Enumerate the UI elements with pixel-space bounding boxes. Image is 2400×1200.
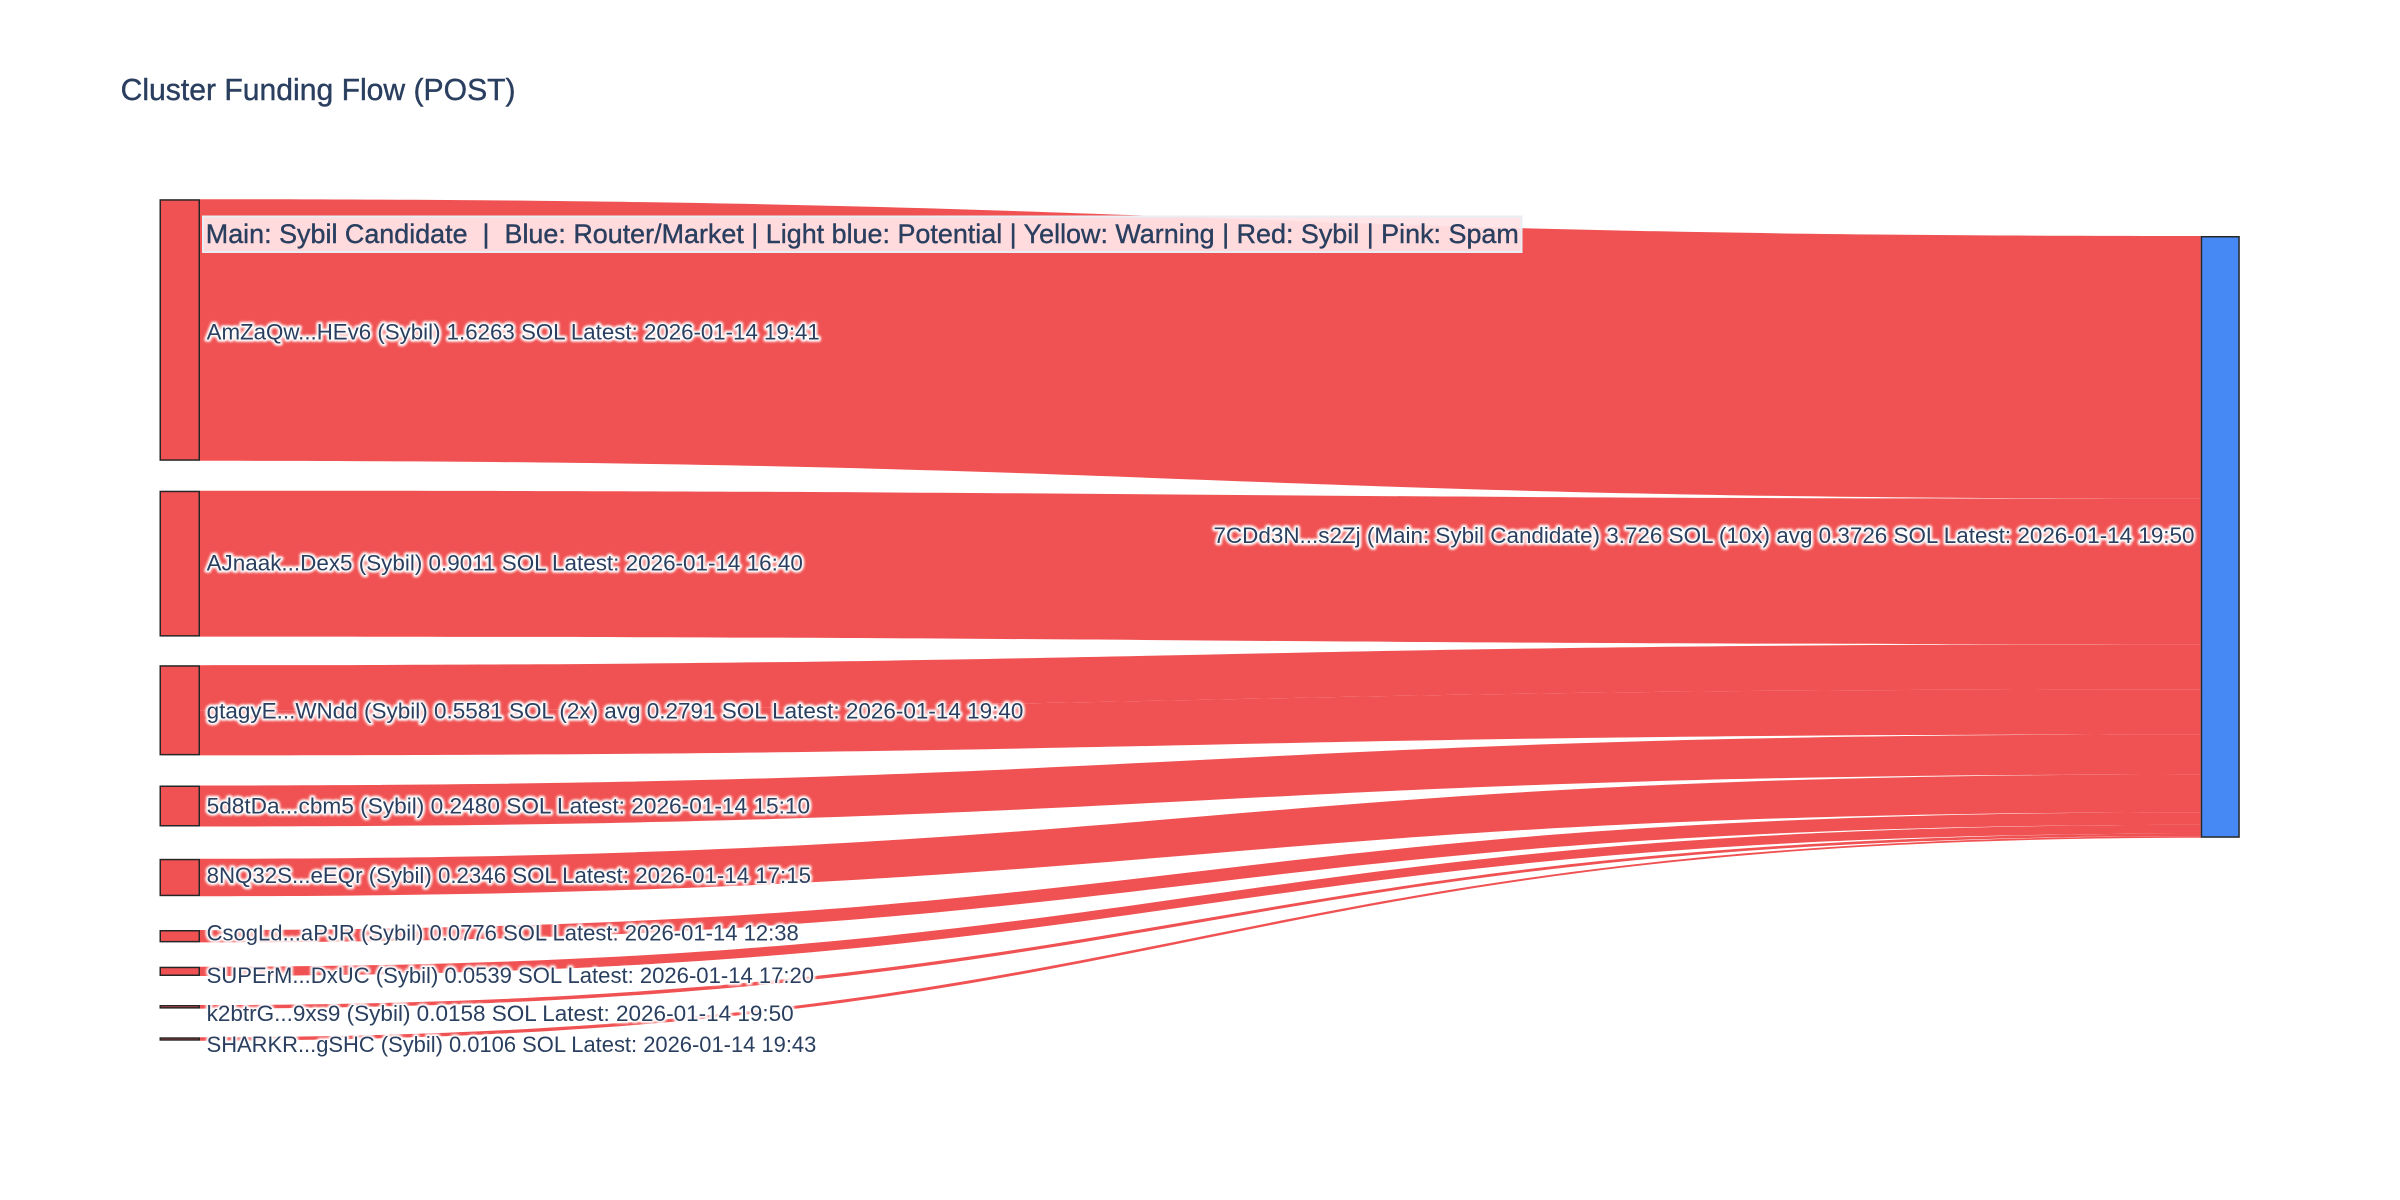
svg-text:k2btrG...9xs9 (Sybil) 0.0158 S: k2btrG...9xs9 (Sybil) 0.0158 SOL Latest:…	[207, 1001, 794, 1026]
svg-text:gtagyE...WNdd (Sybil) 0.5581 S: gtagyE...WNdd (Sybil) 0.5581 SOL (2x) av…	[207, 699, 1024, 724]
svg-text:Main: Sybil Candidate | Blue: Main: Sybil Candidate | Blue: Router/Mar…	[206, 218, 1519, 249]
svg-text:CsogLd...aPJR (Sybil) 0.0776 S: CsogLd...aPJR (Sybil) 0.0776 SOL Latest:…	[207, 921, 799, 946]
svg-text:gtagyE...WNdd (Sybil) 0.5581 S: gtagyE...WNdd (Sybil) 0.5581 SOL (2x) av…	[207, 699, 1024, 724]
svg-text:k2btrG...9xs9 (Sybil) 0.0158 S: k2btrG...9xs9 (Sybil) 0.0158 SOL Latest:…	[207, 1001, 794, 1026]
svg-text:8NQ32S...eEQr (Sybil) 0.2346 S: 8NQ32S...eEQr (Sybil) 0.2346 SOL Latest:…	[207, 863, 811, 888]
svg-text:8NQ32S...eEQr (Sybil) 0.2346 S: 8NQ32S...eEQr (Sybil) 0.2346 SOL Latest:…	[207, 863, 811, 888]
svg-text:5d8tDa...cbm5 (Sybil) 0.2480 S: 5d8tDa...cbm5 (Sybil) 0.2480 SOL Latest:…	[207, 793, 811, 818]
svg-text:AJnaak...Dex5 (Sybil) 0.9011 S: AJnaak...Dex5 (Sybil) 0.9011 SOL Latest:…	[207, 550, 803, 575]
svg-text:SHARKR...gSHC (Sybil) 0.0106 S: SHARKR...gSHC (Sybil) 0.0106 SOL Latest:…	[207, 1032, 817, 1057]
svg-text:AmZaQw...HEv6 (Sybil) 1.6263 S: AmZaQw...HEv6 (Sybil) 1.6263 SOL Latest:…	[207, 320, 820, 345]
svg-text:7CDd3N...s2Zj (Main: Sybil Can: 7CDd3N...s2Zj (Main: Sybil Candidate) 3.…	[1214, 523, 2195, 548]
svg-text:Cluster Funding Flow (POST): Cluster Funding Flow (POST)	[121, 72, 516, 107]
svg-text:CsogLd...aPJR (Sybil) 0.0776 S: CsogLd...aPJR (Sybil) 0.0776 SOL Latest:…	[207, 921, 799, 946]
svg-text:SUPErM...DxUC (Sybil) 0.0539 S: SUPErM...DxUC (Sybil) 0.0539 SOL Latest:…	[207, 963, 815, 988]
svg-text:SUPErM...DxUC (Sybil) 0.0539 S: SUPErM...DxUC (Sybil) 0.0539 SOL Latest:…	[207, 963, 815, 988]
svg-text:5d8tDa...cbm5 (Sybil) 0.2480 S: 5d8tDa...cbm5 (Sybil) 0.2480 SOL Latest:…	[207, 793, 811, 818]
svg-text:AmZaQw...HEv6 (Sybil) 1.6263 S: AmZaQw...HEv6 (Sybil) 1.6263 SOL Latest:…	[207, 320, 820, 345]
svg-text:7CDd3N...s2Zj (Main: Sybil Can: 7CDd3N...s2Zj (Main: Sybil Candidate) 3.…	[1214, 523, 2195, 548]
svg-text:AJnaak...Dex5 (Sybil) 0.9011 S: AJnaak...Dex5 (Sybil) 0.9011 SOL Latest:…	[207, 550, 803, 575]
svg-text:SHARKR...gSHC (Sybil) 0.0106 S: SHARKR...gSHC (Sybil) 0.0106 SOL Latest:…	[207, 1032, 817, 1057]
